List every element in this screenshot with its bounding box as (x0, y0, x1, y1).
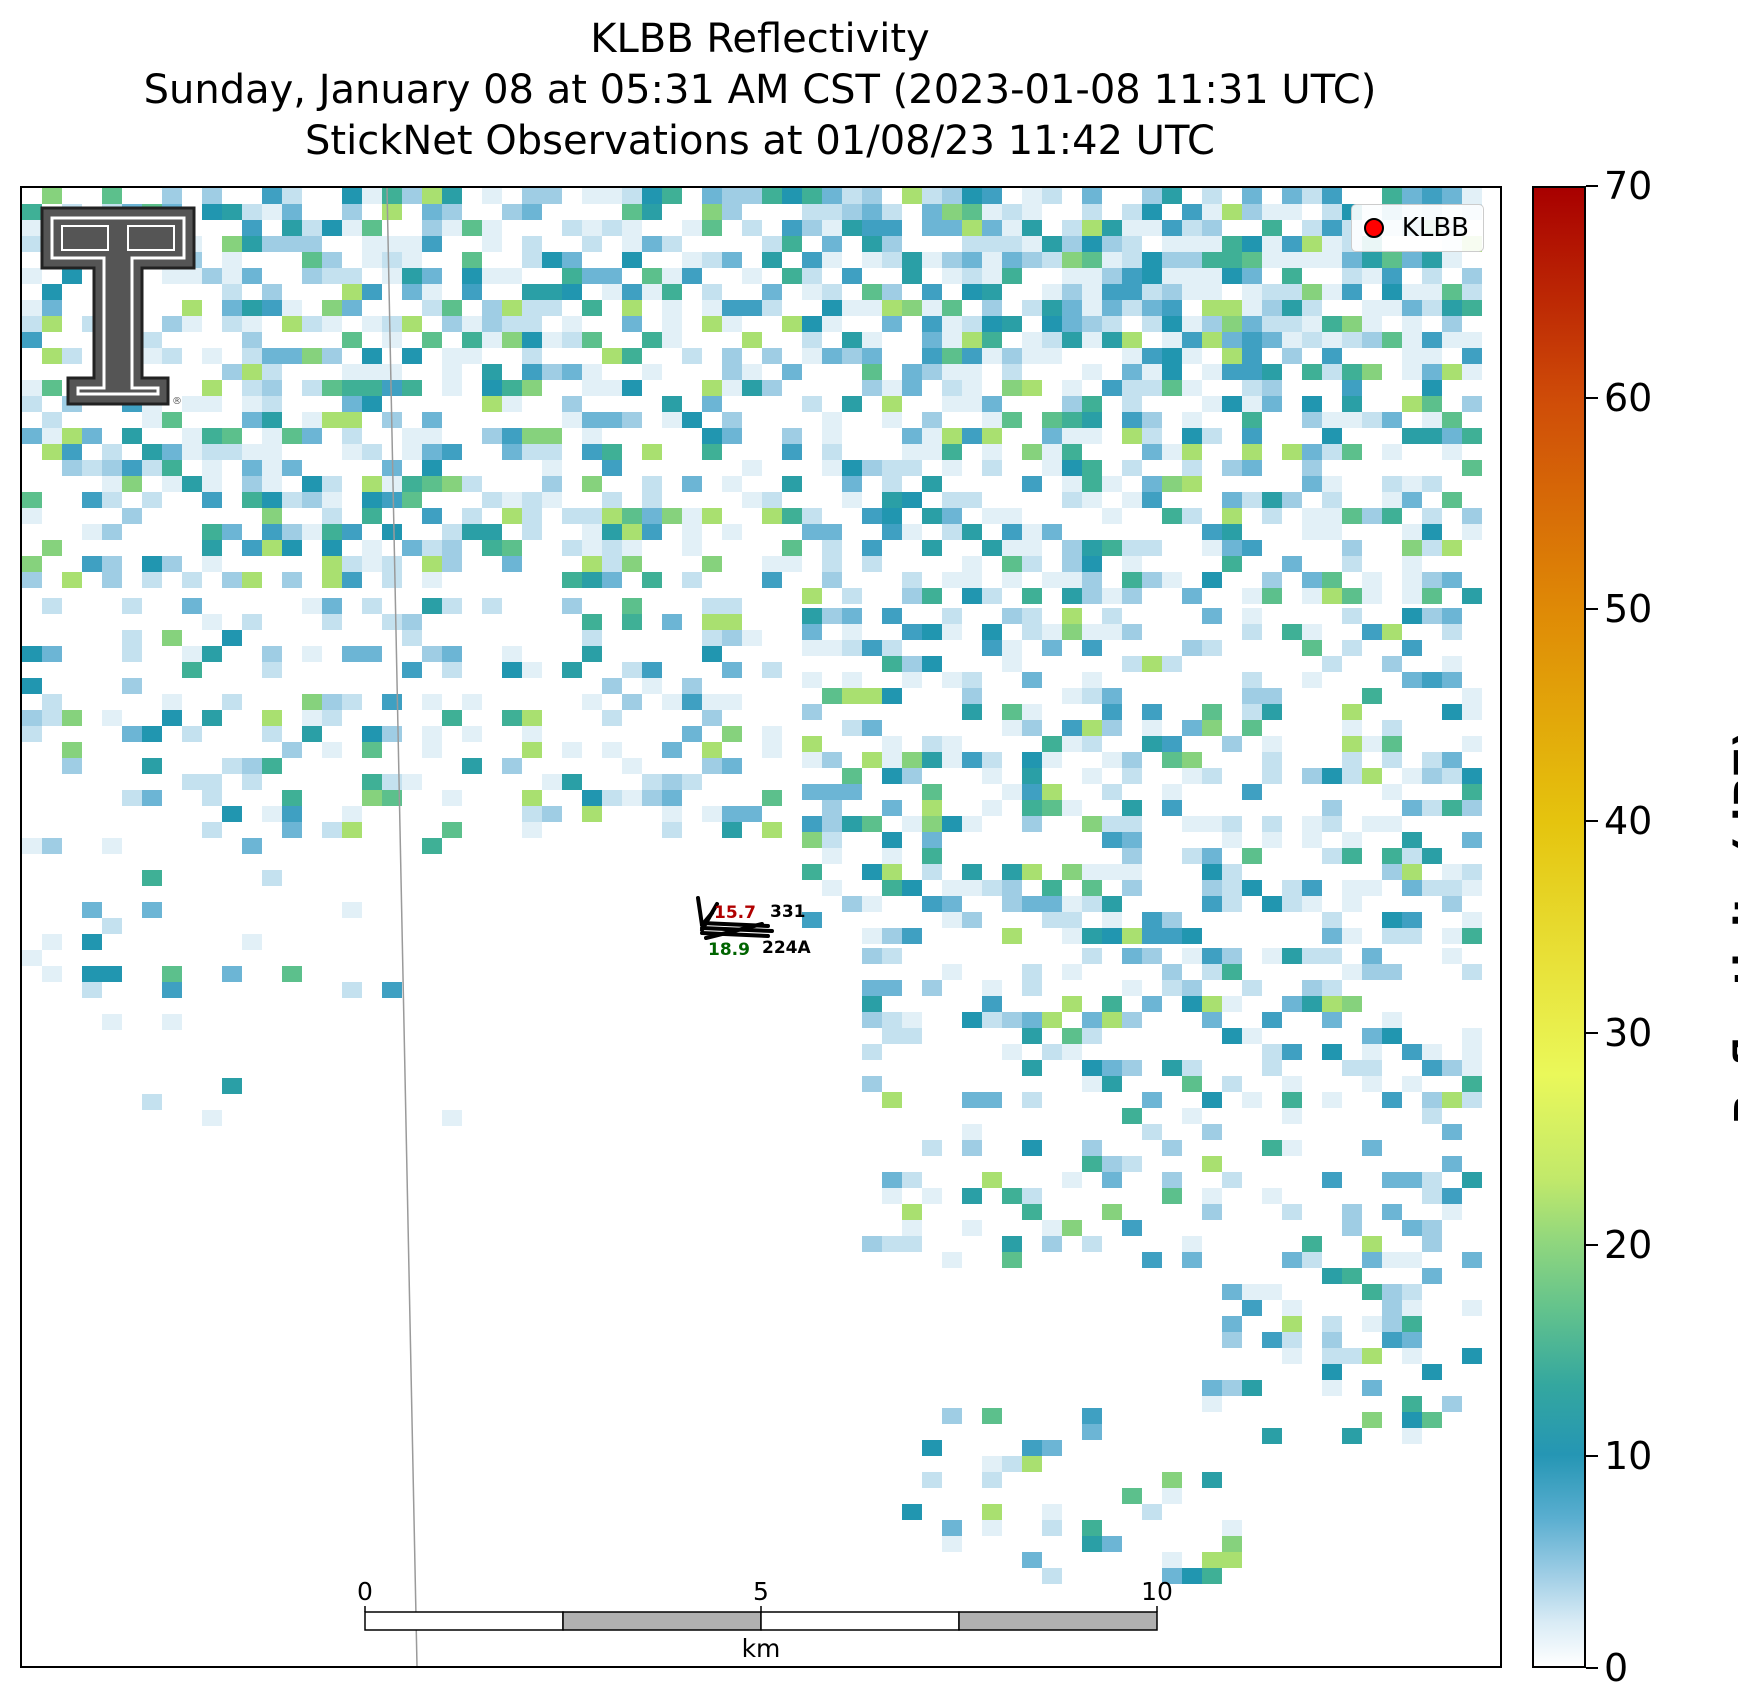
radar-map[interactable]: ® 15.7 331 18.9 224A (20, 186, 1502, 1668)
reflectivity-layer (22, 188, 1482, 1584)
svg-text:®: ® (172, 396, 182, 407)
scale-unit: km (742, 1634, 781, 1663)
colorbar-tick-label: 70 (1604, 164, 1653, 208)
colorbar-tick (1586, 1455, 1598, 1458)
scale-tick-0: 0 (357, 1577, 373, 1606)
scale-segment (364, 1611, 564, 1631)
scale-bar: 0 5 10 km (357, 1577, 1173, 1663)
station-temperature: 15.7 (714, 903, 756, 923)
colorbar-tick-label: 10 (1604, 1434, 1653, 1479)
colorbar-tick-label: 30 (1604, 1010, 1653, 1055)
reflectivity-colorbar (1532, 186, 1586, 1668)
colorbar-label: Reflectivity (dBZ) (1727, 729, 1738, 1125)
map-legend: KLBB (1350, 204, 1484, 252)
title-line-1: KLBB Reflectivity (590, 16, 930, 62)
legend-label: KLBB (1401, 213, 1469, 243)
colorbar-tick-label: 50 (1604, 587, 1653, 632)
colorbar-tick (1586, 1667, 1598, 1669)
station-id-224a: 224A (762, 938, 811, 958)
title-line-2: Sunday, January 08 at 05:31 AM CST (2023… (143, 67, 1377, 113)
scale-tick-5: 5 (753, 1577, 769, 1606)
county-line (386, 188, 418, 1666)
wind-barbs-icon (696, 896, 774, 940)
colorbar-tick-label: 60 (1604, 375, 1653, 420)
colorbar-tick-label: 20 (1604, 1222, 1653, 1267)
scale-segment (958, 1611, 1158, 1631)
scale-tick-10: 10 (1141, 1577, 1173, 1606)
scale-segment (562, 1611, 762, 1631)
colorbar-tick-label: 40 (1604, 799, 1653, 844)
texas-tech-logo-icon: ® (40, 206, 196, 407)
colorbar-tick (1586, 608, 1598, 611)
klbb-marker-icon (1363, 218, 1384, 238)
station-dewpoint: 18.9 (708, 940, 750, 960)
station-id-331: 331 (770, 902, 806, 922)
radar-map-canvas: ® 15.7 331 18.9 224A (22, 188, 1482, 1666)
colorbar-tick (1586, 820, 1598, 823)
title-line-3: StickNet Observations at 01/08/23 11:42 … (305, 118, 1215, 164)
scale-segment (760, 1611, 960, 1631)
colorbar-tick (1586, 1243, 1598, 1246)
colorbar-tick (1586, 1031, 1598, 1034)
station-plot[interactable]: 15.7 331 18.9 224A (696, 896, 811, 960)
colorbar-tick (1586, 185, 1598, 187)
colorbar-tick-label: 0 (1604, 1646, 1629, 1690)
colorbar-tick (1586, 396, 1598, 399)
